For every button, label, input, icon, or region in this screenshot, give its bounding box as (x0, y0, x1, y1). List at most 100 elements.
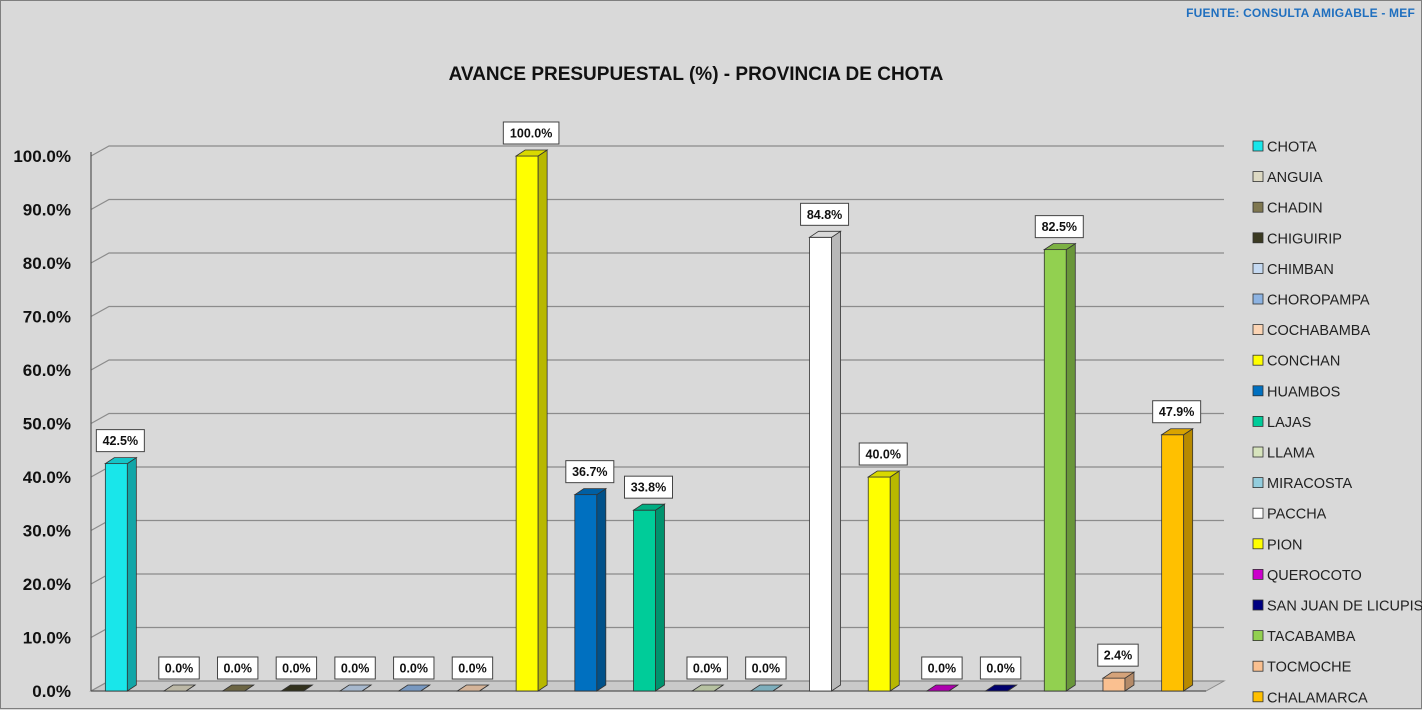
legend-item[interactable]: CHOROPAMPA (1252, 293, 1370, 309)
bar[interactable] (632, 503, 666, 692)
data-label-text: 0.0% (928, 662, 957, 676)
legend-item[interactable]: CONCHAN (1252, 354, 1340, 370)
legend-label: TOCMOCHE (1267, 660, 1352, 676)
gridline (90, 145, 1224, 157)
legend-swatch (1252, 446, 1264, 458)
bar[interactable] (866, 470, 901, 692)
y-tick-label: 10.0% (23, 629, 71, 648)
data-label: 2.4% (1097, 643, 1139, 667)
legend-label: TACABAMBA (1267, 629, 1356, 645)
legend-item[interactable]: HUAMBOS (1252, 384, 1340, 400)
legend-item[interactable]: LLAMA (1252, 446, 1315, 462)
data-label: 0.0% (275, 656, 318, 680)
legend-swatch (1252, 140, 1264, 152)
bar-top (749, 684, 784, 692)
data-labels: 42.5% 0.0% 0.0% 0.0% 0.0% 0.0% 0.0% 100.0% 36.7%… (95, 121, 1202, 680)
bar-top (632, 503, 666, 511)
legend-label: HUAMBOS (1267, 384, 1340, 400)
legend-swatch (1252, 171, 1264, 183)
legend-label: ANGUIA (1267, 170, 1323, 186)
y-tick-label: 70.0% (23, 308, 71, 327)
data-label-box (921, 656, 963, 680)
legend-item[interactable]: TOCMOCHE (1252, 660, 1352, 676)
bar[interactable] (984, 684, 1018, 692)
data-label: 0.0% (334, 656, 376, 680)
bar[interactable] (925, 684, 960, 692)
legend-label: CHOROPAMPA (1267, 293, 1370, 309)
data-label-box (565, 460, 615, 484)
legend-item[interactable]: ANGUIA (1252, 170, 1323, 186)
y-gridlines (90, 145, 1224, 692)
bar-front (1043, 249, 1067, 692)
bar-top (1101, 671, 1136, 679)
bar-side (596, 487, 607, 692)
y-tick-label: 40.0% (23, 468, 71, 487)
bar[interactable] (1101, 671, 1136, 692)
legend-item[interactable]: SAN JUAN DE LICUPIS (1252, 599, 1422, 615)
bar-front (104, 463, 128, 692)
legend-item[interactable]: LAJAS (1252, 415, 1311, 431)
legend-item[interactable]: CHIGUIRIP (1252, 231, 1342, 247)
legend-swatch (1252, 232, 1264, 244)
data-label-text: 100.0% (510, 127, 552, 141)
legend-swatch (1252, 385, 1264, 397)
bar[interactable] (338, 684, 373, 692)
chart-title: AVANCE PRESUPUESTAL (%) - PROVINCIA DE C… (448, 64, 944, 85)
legend-item[interactable]: PION (1252, 537, 1302, 553)
legend-swatch (1252, 507, 1264, 519)
bar[interactable] (573, 487, 608, 692)
legend-item[interactable]: CHOTA (1252, 140, 1317, 156)
bar[interactable] (104, 456, 138, 692)
bar-side (1065, 242, 1076, 692)
data-label-box (858, 442, 908, 466)
gridline (90, 412, 1224, 425)
legend-item[interactable]: COCHABAMBA (1252, 323, 1370, 339)
legend-item[interactable]: QUEROCOTO (1252, 568, 1362, 584)
data-label-text: 0.0% (400, 662, 429, 676)
bar[interactable] (397, 684, 432, 692)
legend-item[interactable]: TACABAMBA (1252, 629, 1356, 645)
legend-label: SAN JUAN DE LICUPIS (1267, 599, 1422, 615)
data-label: 36.7% (565, 460, 615, 484)
legend-item[interactable]: MIRACOSTA (1252, 476, 1352, 492)
data-label-text: 0.0% (282, 662, 311, 676)
bar[interactable] (456, 684, 490, 692)
legend-item[interactable]: CHIMBAN (1252, 262, 1334, 278)
bar[interactable] (162, 684, 197, 692)
bar-front (1161, 434, 1185, 692)
bar-top (221, 684, 256, 692)
bar-side (889, 470, 900, 692)
legend-item[interactable]: CHADIN (1252, 201, 1323, 217)
data-label-box (800, 202, 850, 226)
y-tick-label: 0.0% (32, 682, 71, 701)
legend-label: COCHABAMBA (1267, 323, 1370, 339)
y-tick-label: 20.0% (23, 575, 71, 594)
legend-label: CHALAMARCA (1267, 690, 1368, 706)
bar-side (1183, 427, 1194, 692)
legend-item[interactable]: CHALAMARCA (1252, 690, 1368, 706)
legend-swatch (1252, 354, 1264, 366)
bar[interactable] (1042, 242, 1077, 692)
data-label-box (275, 656, 318, 680)
bar-top (280, 684, 314, 692)
legend-swatch (1252, 324, 1264, 336)
bar-top (1160, 428, 1194, 436)
data-label-box (979, 656, 1022, 680)
data-label-text: 82.5% (1042, 220, 1077, 234)
data-label: 0.0% (921, 656, 963, 680)
legend-label: CONCHAN (1267, 354, 1340, 370)
data-label-text: 84.8% (807, 208, 842, 222)
bar[interactable] (221, 684, 256, 692)
data-label: 0.0% (451, 656, 494, 680)
bar[interactable] (1160, 427, 1194, 692)
bar[interactable] (749, 684, 784, 692)
data-label-box (217, 656, 259, 680)
legend-swatch (1252, 415, 1264, 427)
legend-label: PION (1267, 537, 1302, 553)
bar[interactable] (690, 684, 725, 692)
bar[interactable] (280, 684, 314, 692)
legend-item[interactable]: PACCHA (1252, 507, 1327, 523)
bar[interactable] (808, 230, 842, 692)
bar[interactable] (514, 149, 549, 692)
data-label: 0.0% (745, 656, 787, 680)
